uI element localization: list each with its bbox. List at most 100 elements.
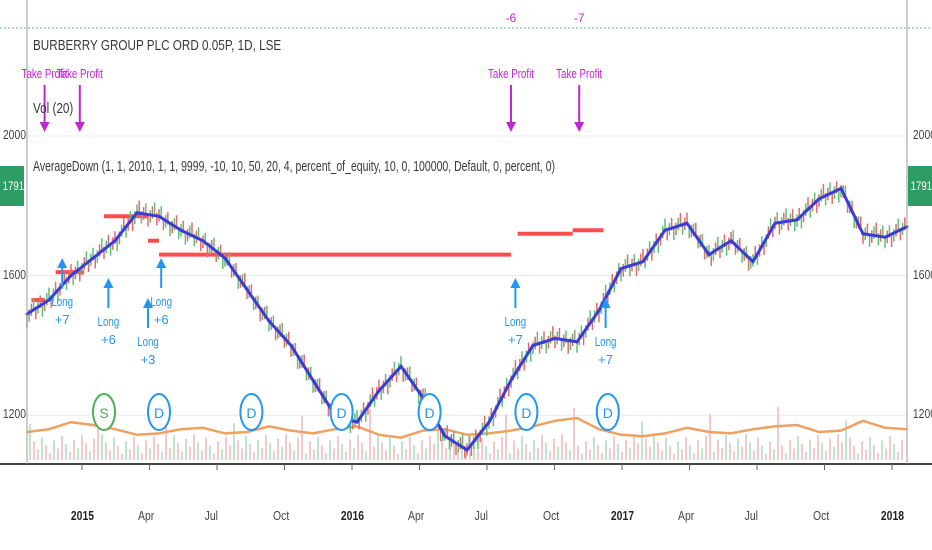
volume-bar xyxy=(625,439,627,460)
volume-bar xyxy=(789,440,791,460)
volume-bar xyxy=(257,439,259,460)
volume-bar xyxy=(545,443,547,460)
volume-bar xyxy=(205,437,207,460)
volume-bar xyxy=(817,435,819,460)
volume-bar xyxy=(857,454,859,460)
event-marker-letter: D xyxy=(521,405,531,421)
volume-bar xyxy=(129,449,131,460)
price-point xyxy=(465,448,469,452)
long-arrow xyxy=(103,278,114,288)
volume-bar xyxy=(581,454,583,460)
volume-bar xyxy=(597,445,599,460)
long-size-label: +7 xyxy=(598,352,613,367)
volume-bar xyxy=(241,448,243,460)
price-point xyxy=(707,253,711,257)
volume-bar xyxy=(293,450,295,460)
volume-ma-line xyxy=(26,416,908,439)
x-tick-label: Apr xyxy=(137,508,154,523)
volume-bar xyxy=(37,449,39,460)
volume-bar xyxy=(393,445,395,460)
volume-bar xyxy=(145,440,147,460)
volume-bar xyxy=(713,452,715,460)
symbol-title: BURBERRY GROUP PLC ORD 0.05P, 1D, LSE xyxy=(33,37,282,54)
price-point xyxy=(839,186,843,190)
x-tick-label: Apr xyxy=(677,508,694,523)
volume-bar xyxy=(345,452,347,460)
signal-count-label: -6 xyxy=(506,11,517,25)
event-marker-letter: D xyxy=(154,405,164,421)
volume-bar xyxy=(181,451,183,460)
volume-bar xyxy=(557,446,559,460)
volume-bar xyxy=(169,447,171,460)
volume-bar xyxy=(681,449,683,460)
price-point xyxy=(289,343,293,347)
volume-bar xyxy=(41,436,43,460)
volume-bar xyxy=(533,439,535,460)
volume-bar xyxy=(273,451,275,460)
volume-bar xyxy=(541,435,543,460)
volume-bar xyxy=(33,441,35,460)
volume-bar xyxy=(69,452,71,460)
volume-bar xyxy=(641,421,643,460)
volume-bar xyxy=(429,436,431,460)
volume-bar xyxy=(569,450,571,460)
volume-bar xyxy=(753,450,755,460)
volume-bar xyxy=(769,441,771,460)
volume-bar xyxy=(97,416,99,460)
volume-bar xyxy=(773,449,775,460)
volume-bar xyxy=(497,449,499,460)
volume-bar xyxy=(629,447,631,460)
volume-bar xyxy=(413,445,415,460)
volume-bar xyxy=(881,440,883,460)
take-profit-arrow xyxy=(506,122,516,132)
volume-bar xyxy=(105,442,107,460)
volume-bar xyxy=(253,452,255,460)
long-arrow xyxy=(57,258,68,268)
price-point xyxy=(795,218,799,222)
x-tick-label: 2015 xyxy=(70,508,95,523)
volume-bar xyxy=(837,434,839,460)
volume-bar xyxy=(825,451,827,460)
last-price-badge-left: 1791 xyxy=(0,166,24,206)
volume-bar xyxy=(237,440,239,460)
volume-bar xyxy=(221,449,223,460)
volume-bar xyxy=(853,445,855,460)
volume-bar xyxy=(725,435,727,460)
volume-bar xyxy=(85,443,87,460)
volume-bar xyxy=(637,443,639,460)
volume-bar xyxy=(885,448,887,460)
volume-bar xyxy=(709,414,711,460)
volume-bar xyxy=(697,440,699,460)
take-profit-label: Take Profit xyxy=(488,68,535,82)
volume-bar xyxy=(833,446,835,460)
volume-bar xyxy=(765,454,767,460)
price-point xyxy=(597,308,601,312)
volume-bar xyxy=(877,453,879,460)
x-tick-label: Jul xyxy=(744,508,758,523)
y-tick-label-right: 1600 xyxy=(912,266,932,282)
price-point xyxy=(553,336,557,340)
volume-bar xyxy=(689,445,691,460)
volume-bar xyxy=(737,438,739,460)
price-point xyxy=(47,298,51,302)
volume-bar xyxy=(461,438,463,460)
x-tick-label: Oct xyxy=(542,508,559,523)
take-profit-arrow xyxy=(39,122,50,132)
volume-bar xyxy=(437,422,439,460)
volume-bar xyxy=(29,424,31,460)
price-point xyxy=(135,211,139,215)
long-label: Long xyxy=(98,316,120,330)
volume-bar xyxy=(553,438,555,460)
x-tick-label: Oct xyxy=(272,508,289,523)
volume-bar xyxy=(305,454,307,460)
volume-bar xyxy=(529,452,531,460)
y-tick-label-left: 2000 xyxy=(2,127,27,143)
volume-bar xyxy=(561,434,563,460)
volume-bar xyxy=(245,436,247,460)
price-point xyxy=(245,288,249,292)
event-marker xyxy=(92,393,116,431)
price-point xyxy=(91,256,95,260)
volume-bar xyxy=(509,453,511,460)
strategy-legend: AverageDown (1, 1, 2010, 1, 1, 9999, -10… xyxy=(33,158,556,175)
x-tick-label: Jul xyxy=(474,508,488,523)
